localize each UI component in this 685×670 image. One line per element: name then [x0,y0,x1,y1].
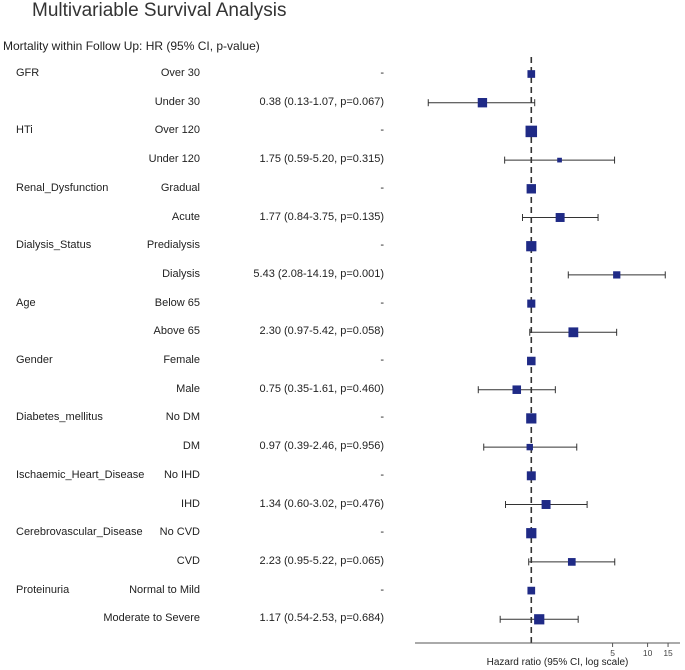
hr-marker [557,157,562,163]
hr-marker [512,385,522,394]
level-label: Normal to Mild [129,583,200,596]
hr-marker [527,586,536,595]
level-label: Over 120 [154,124,200,137]
hr-value-label: - [380,583,384,596]
hr-marker [527,70,536,78]
hr-marker [527,356,536,366]
hr-value-label: - [380,67,384,79]
hr-marker [526,184,536,194]
x-tick-label: 15 [663,648,673,658]
hr-marker [567,558,576,566]
hr-marker [526,471,536,481]
hr-marker [526,443,533,451]
level-label: Below 65 [154,296,200,309]
level-label: Female [163,354,200,366]
hr-marker [526,528,537,539]
hr-value-label: - [380,468,384,481]
level-label: Male [176,382,200,395]
variable-label: HTi [16,124,33,137]
variable-label: GFR [16,67,40,79]
hr-value-label: - [380,181,384,194]
hr-value-label: 1.17 (0.54-2.53, p=0.684) [259,612,384,625]
level-label: Over 30 [160,67,200,79]
hr-marker [534,614,545,625]
hr-value-label: 2.30 (0.97-5.42, p=0.058) [259,325,384,338]
hr-value-label: 1.77 (0.84-3.75, p=0.135) [259,210,384,223]
x-tick-label: 10 [643,648,653,658]
variable-label: Dialysis_Status [16,239,92,252]
hr-value-label: - [380,124,384,137]
variable-label: Ischaemic_Heart_Disease [16,468,145,481]
hr-marker [525,125,538,138]
hr-value-label: - [380,239,384,252]
level-label: No DM [165,411,200,424]
variable-label: Renal_Dysfunction [16,181,109,194]
hr-marker [555,213,565,222]
hr-marker [568,327,579,338]
level-label: Above 65 [153,325,200,338]
level-label: Under 30 [154,95,200,108]
level-label: Predialysis [146,239,200,252]
chart-subtitle: Mortality within Follow Up: HR (95% CI, … [3,39,260,53]
variable-label: Age [16,296,36,309]
hr-value-label: 5.43 (2.08-14.19, p=0.001) [253,267,384,280]
hr-marker [613,271,621,279]
hr-value-label: 0.97 (0.39-2.46, p=0.956) [259,440,384,453]
hr-value-label: 0.75 (0.35-1.61, p=0.460) [259,382,384,395]
hr-value-label: 0.38 (0.13-1.07, p=0.067) [259,95,384,108]
hr-value-label: 1.34 (0.60-3.02, p=0.476) [259,497,384,510]
x-axis-label: Hazard ratio (95% CI, log scale) [487,657,629,668]
hr-value-label: - [380,354,384,366]
level-label: Acute [171,210,200,223]
variable-label: Diabetes_mellitus [16,411,103,424]
level-label: Under 120 [148,153,200,166]
level-label: Dialysis [162,267,200,280]
hr-marker [526,413,537,424]
chart-title: Multivariable Survival Analysis [32,0,287,21]
hr-value-label: - [380,296,384,309]
hr-value-label: 2.23 (0.95-5.22, p=0.065) [259,554,384,567]
x-tick-label: 5 [610,648,615,658]
level-label: IHD [181,497,200,510]
hr-marker [541,500,551,509]
level-label: No IHD [163,468,200,481]
level-label: Gradual [160,181,200,194]
variable-label: Proteinuria [16,583,70,596]
level-label: No CVD [159,526,200,539]
hr-marker [477,98,488,108]
level-label: DM [182,440,200,453]
level-label: CVD [176,554,200,567]
level-label: Moderate to Severe [103,612,200,625]
variable-label: Cerebrovascular_Disease [16,526,143,539]
hr-value-label: 1.75 (0.59-5.20, p=0.315) [259,153,384,166]
hr-marker [527,299,536,308]
hr-value-label: - [380,526,384,539]
hr-marker [526,241,537,252]
variable-label: Gender [16,354,53,366]
hr-value-label: - [380,411,384,424]
